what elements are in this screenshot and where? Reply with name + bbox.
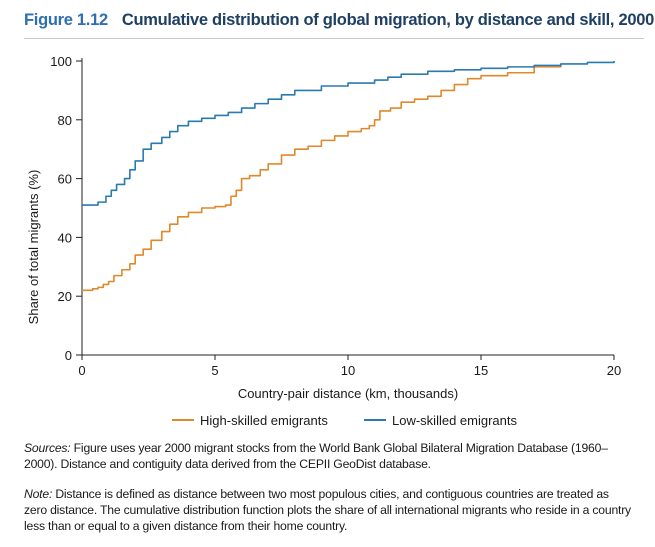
legend: High-skilled emigrants Low-skilled emigra… <box>172 413 517 428</box>
y-tick-label: 60 <box>58 172 72 187</box>
x-axis-label: Country-pair distance (km, thousands) <box>238 386 458 401</box>
x-tick-label: 20 <box>607 363 621 378</box>
y-tick-label: 20 <box>58 289 72 304</box>
y-tick-label: 80 <box>58 113 72 128</box>
cumulative-distribution-chart: 0 20 40 60 80 100 0 5 10 15 20 Share of total migr… <box>26 54 621 428</box>
figure-title: Cumulative distribution of global migrat… <box>121 11 654 29</box>
series-lines <box>82 61 615 292</box>
definition-note: Note: Distance is defined as distance be… <box>24 486 634 534</box>
series-line-low-skilled <box>82 61 615 206</box>
figure-label: Figure 1.12 <box>24 11 108 29</box>
note-label: Note: <box>24 487 53 501</box>
axes: 0 20 40 60 80 100 0 5 10 15 20 <box>50 54 621 378</box>
y-axis-label: Share of total migrants (%) <box>26 170 41 325</box>
figure-header: Figure 1.12 Cumulative distribution of gl… <box>24 11 654 30</box>
note-text: Distance is defined as distance between … <box>24 487 631 533</box>
series-line-high-skilled <box>82 63 562 292</box>
sources-label: Sources: <box>24 441 71 455</box>
y-tick-label: 100 <box>50 54 72 69</box>
y-tick-label: 40 <box>58 230 72 245</box>
header-divider <box>24 38 644 39</box>
x-tick-label: 15 <box>474 363 488 378</box>
y-tick-label: 0 <box>65 348 72 363</box>
x-tick-label: 5 <box>211 363 218 378</box>
x-tick-label: 0 <box>78 363 85 378</box>
legend-label-low-skilled: Low-skilled emigrants <box>392 413 517 428</box>
sources-text: Figure uses year 2000 migrant stocks fro… <box>24 441 608 471</box>
legend-label-high-skilled: High-skilled emigrants <box>200 413 328 428</box>
x-tick-label: 10 <box>341 363 355 378</box>
sources-note: Sources: Figure uses year 2000 migrant s… <box>24 440 634 472</box>
